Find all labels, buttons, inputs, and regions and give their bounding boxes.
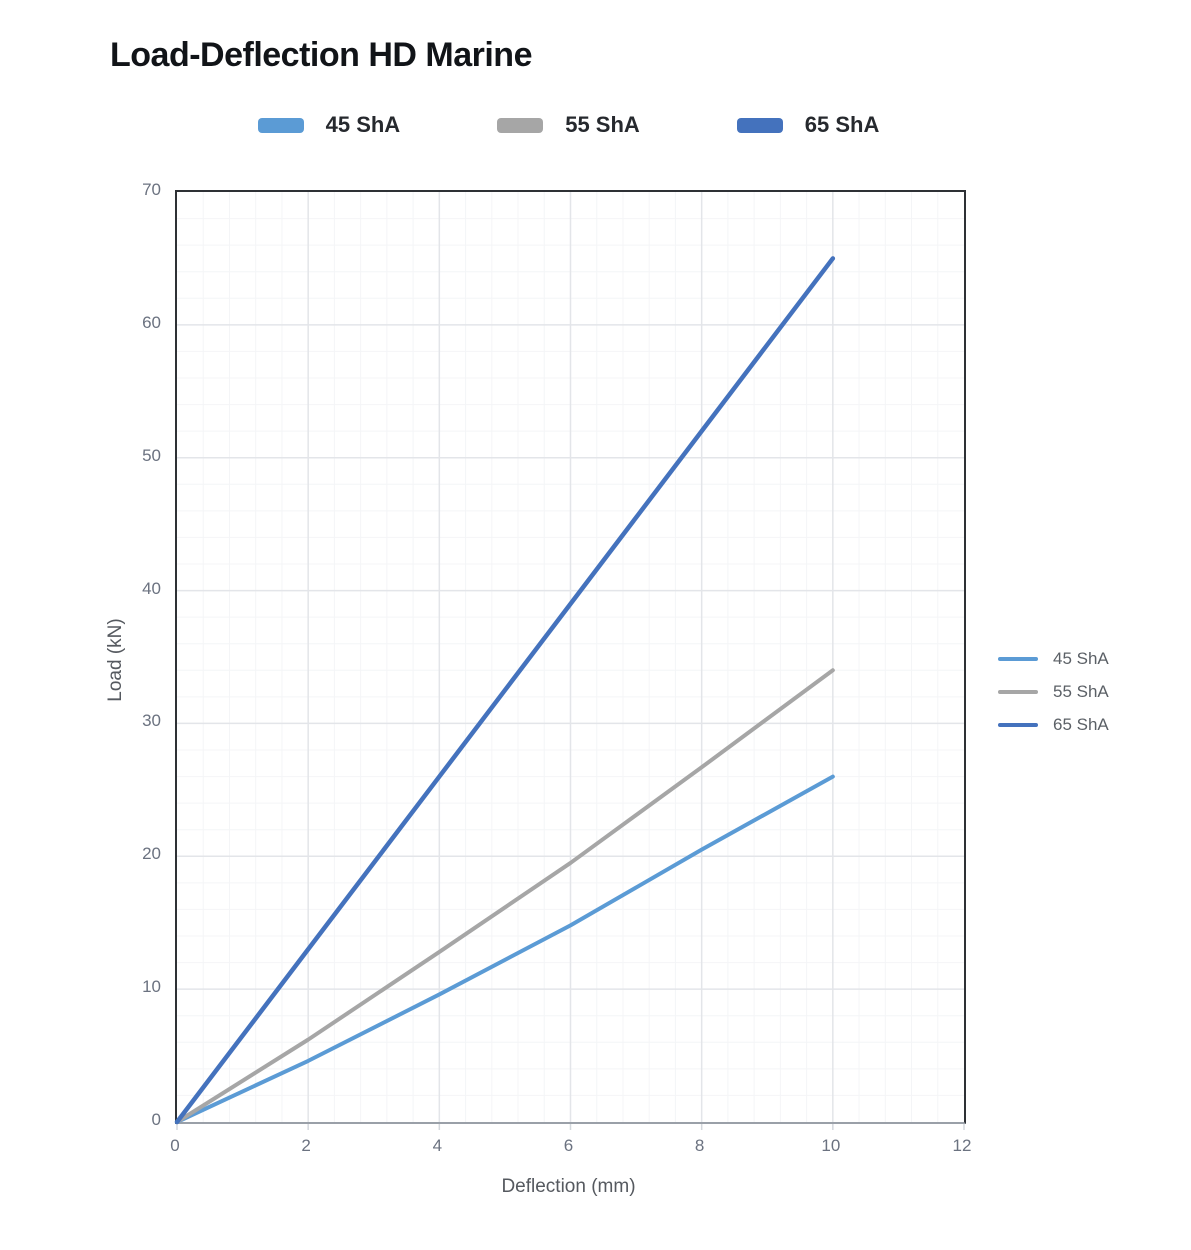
top-legend-item-55-sha[interactable]: 55 ShA [497,112,640,138]
side-legend-item-55-sha[interactable]: 55 ShA [998,675,1109,708]
legend-line-icon [998,722,1038,727]
legend-label: 65 ShA [804,112,880,137]
legend-line-icon [998,689,1038,694]
legend-label: 65 ShA [1053,714,1109,734]
chart-title: Load-Deflection HD Marine [110,36,532,74]
y-tick-label: 70 [142,180,161,199]
top-legend-item-45-sha[interactable]: 45 ShA [257,112,401,138]
y-axis-title: Load (kN) [105,618,126,702]
side-legend-item-65-sha[interactable]: 65 ShA [998,708,1109,741]
series-line-45-sha [175,774,835,1124]
legend-label: 45 ShA [325,112,401,137]
y-tick-label: 0 [151,1110,161,1129]
legend-swatch-icon [257,117,304,133]
y-tick-label: 10 [142,977,161,997]
x-tick-label: 2 [301,1136,311,1155]
legend-label: 55 ShA [1053,681,1109,701]
x-tick-label: 4 [432,1136,443,1155]
x-tick-label: 12 [952,1136,972,1155]
chart-plot-svg [174,192,965,1130]
legend-swatch-icon [736,117,783,133]
x-axis-title: Deflection (mm) [501,1176,636,1197]
y-tick-label: 40 [142,578,161,598]
top-legend: 45 ShA 55 ShA 65 ShA [175,112,962,138]
y-tick-label: 50 [142,445,161,465]
legend-swatch-icon [497,117,544,133]
series-line-55-sha [175,668,835,1124]
side-legend: 45 ShA 55 ShA 65 ShA [998,642,1109,741]
x-tick-label: 6 [563,1136,574,1155]
legend-label: 55 ShA [565,112,640,137]
plot-area [174,190,966,1130]
legend-label: 45 ShA [1053,648,1109,668]
y-tick-label: 30 [142,711,161,731]
y-tick-label: 20 [142,844,161,864]
side-legend-item-45-sha[interactable]: 45 ShA [998,642,1109,675]
series-line-65-sha [174,256,836,1125]
x-tick-label: 8 [694,1136,705,1155]
legend-line-icon [998,656,1038,661]
x-tick-label: 10 [821,1136,841,1155]
top-legend-item-65-sha[interactable]: 65 ShA [736,112,880,138]
y-tick-label: 60 [142,312,161,332]
x-tick-label: 0 [170,1136,180,1155]
